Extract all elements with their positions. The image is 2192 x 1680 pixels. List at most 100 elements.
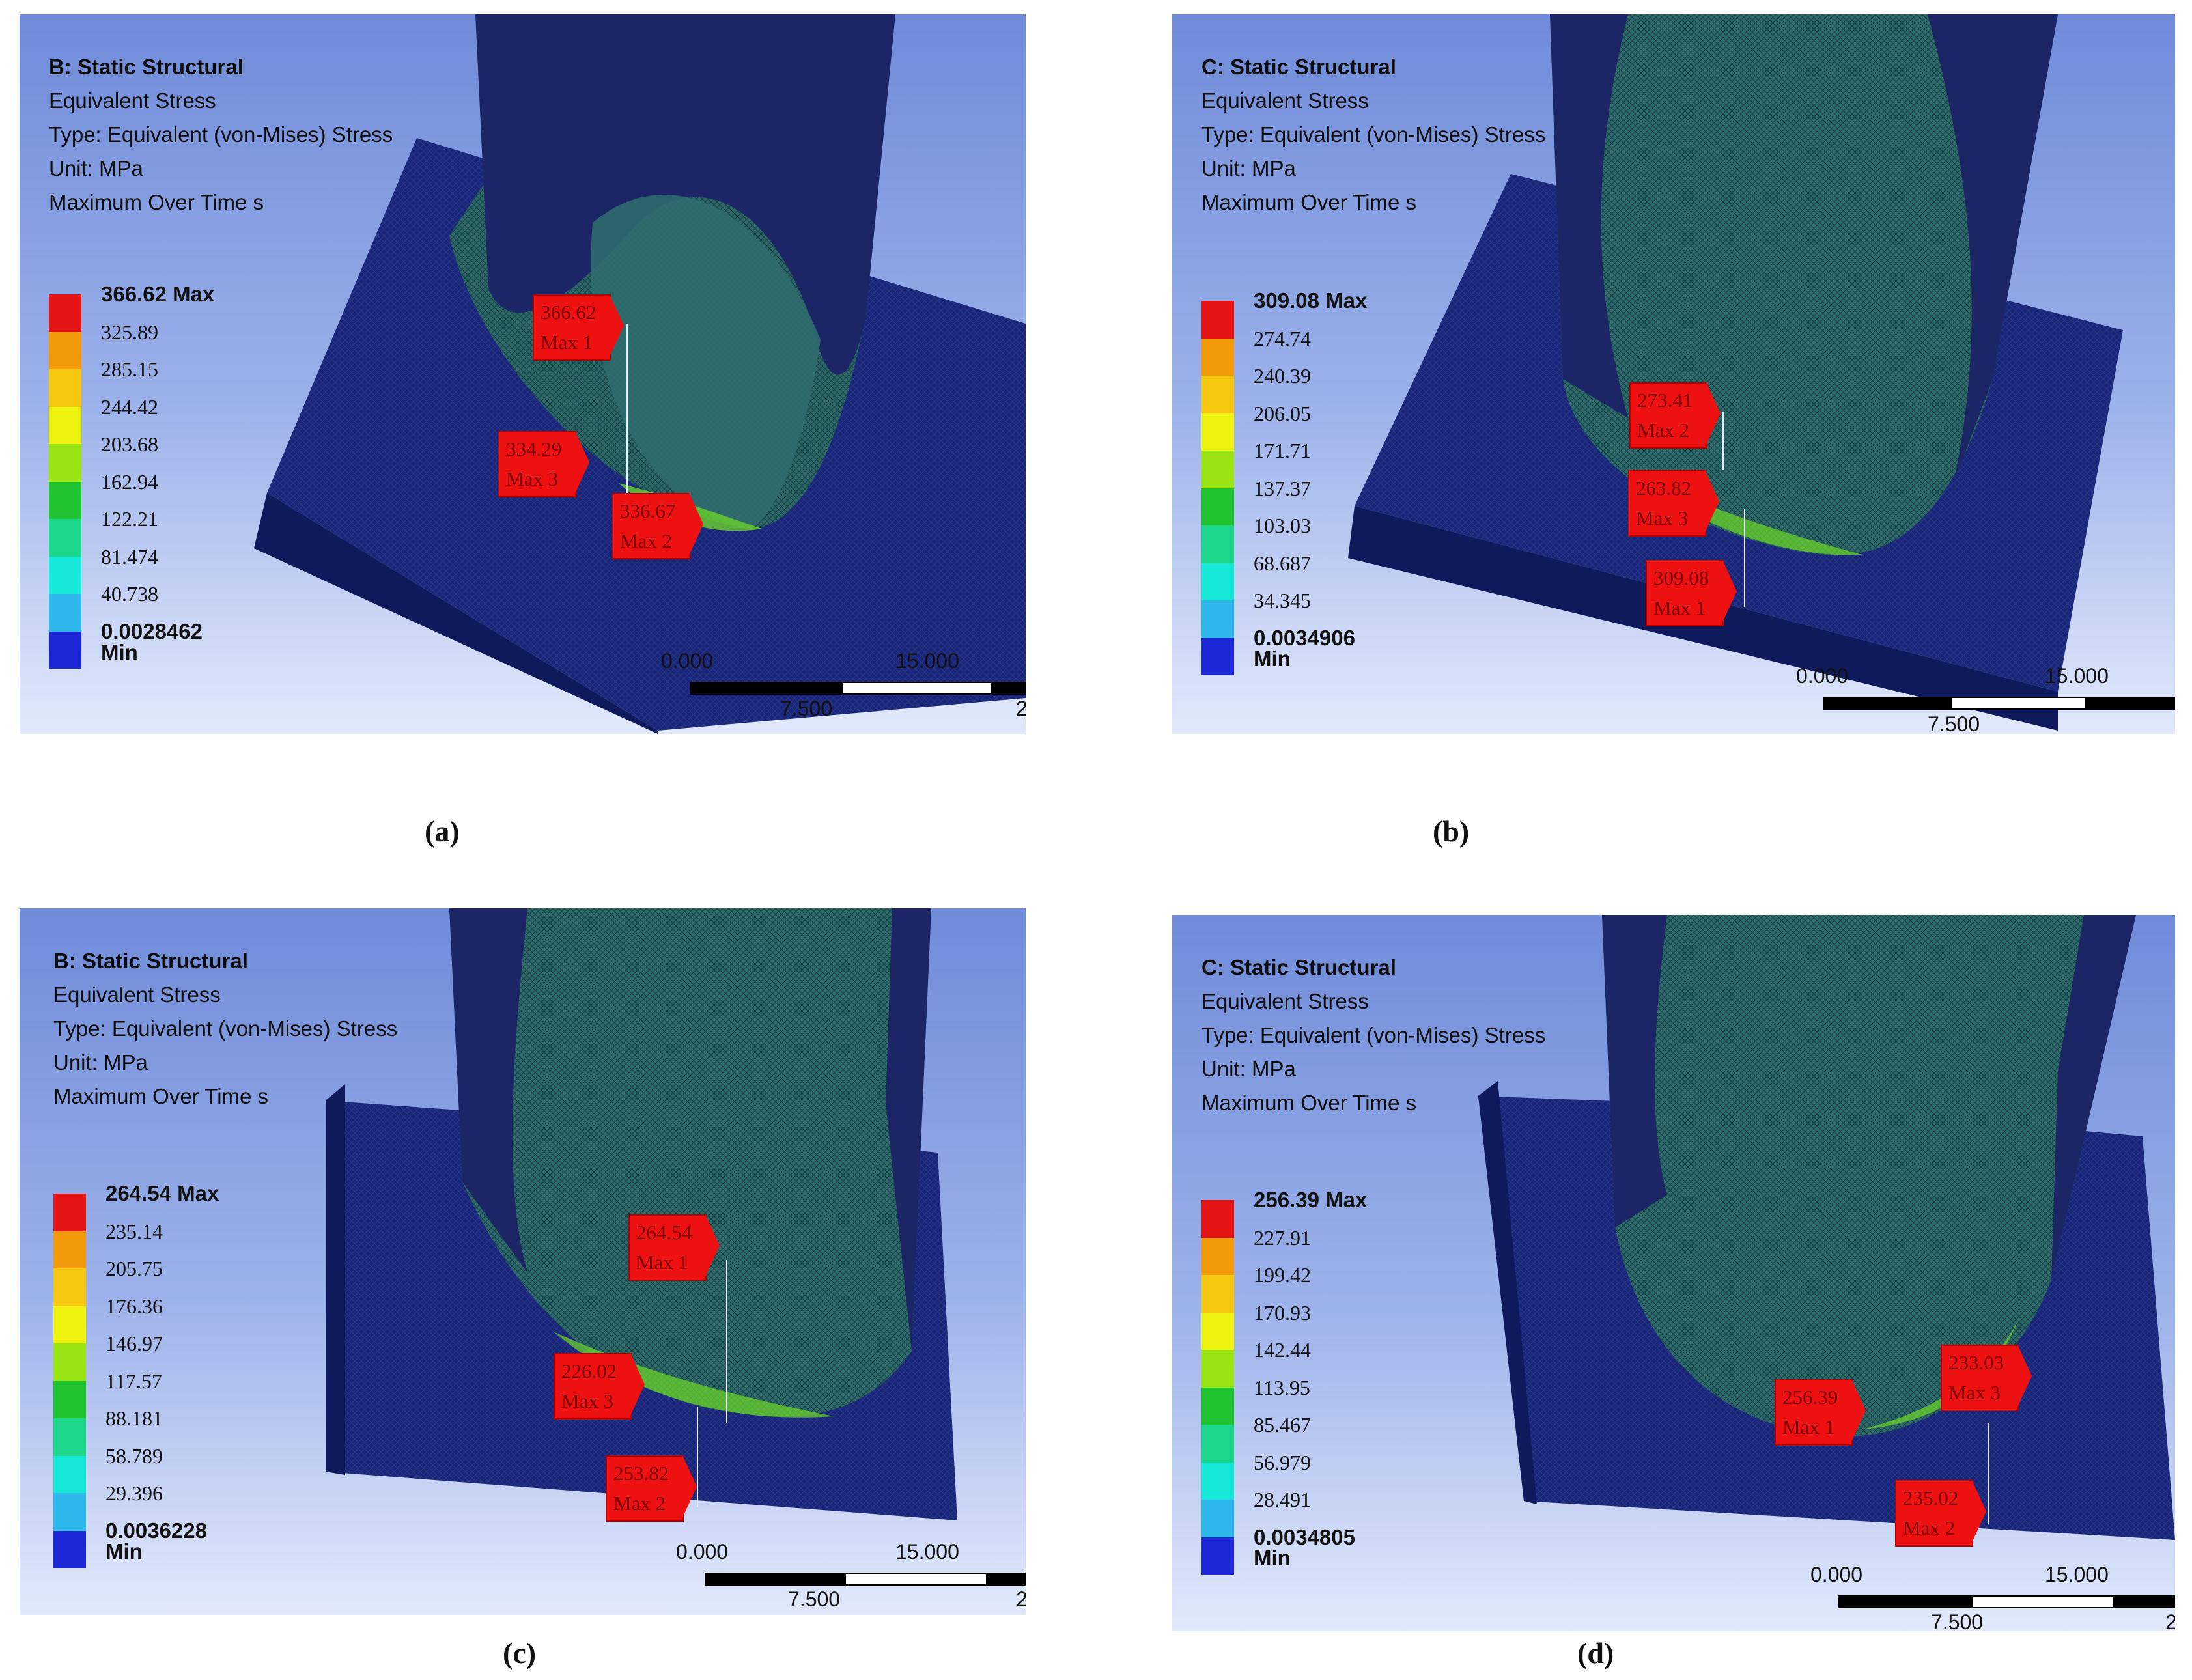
result-unit: Unit: MPa [53, 1050, 148, 1074]
legend: B: Static Structural Equivalent Stress T… [53, 944, 397, 1113]
scale-swatch [49, 294, 81, 332]
scale-tick-label: 34.345 [1254, 589, 1311, 612]
scale-swatch [1201, 338, 1234, 376]
scalebar-end: 15.000 [2045, 1563, 2109, 1586]
panel-b-model [1348, 14, 2123, 731]
scalebar [705, 1573, 1026, 1586]
column-dark-edge [2051, 915, 2136, 1280]
panel-c-viewport[interactable]: B: Static Structural Equivalent Stress T… [20, 908, 1026, 1615]
scale-tick-label: 88.181 [105, 1407, 163, 1430]
scale-tick-label: 81.474 [101, 544, 158, 568]
scale-swatch [49, 594, 81, 632]
result-name: Equivalent Stress [1201, 989, 1369, 1013]
scale-tick-label: 240.39 [1254, 364, 1311, 387]
panel-d-viewport[interactable]: C: Static Structural Equivalent Stress T… [1172, 915, 2175, 1631]
scale-swatch [1201, 1312, 1234, 1350]
probe-leader [1988, 1423, 1989, 1524]
result-type: Type: Equivalent (von-Mises) Stress [1201, 122, 1546, 147]
scale-tick-label: 113.95 [1254, 1375, 1310, 1399]
scale-swatch [53, 1231, 86, 1268]
scalebar-mid: 7.500 [788, 1588, 841, 1611]
column-dark-edge [886, 908, 931, 1351]
color-scale: 366.62 Max 325.89 285.15 244.42 203.68 162.94… [49, 283, 244, 669]
scale-tick-label: 274.74 [1254, 326, 1311, 350]
base-plate-side [254, 493, 658, 734]
scale-tick-label: 117.57 [105, 1369, 162, 1393]
probe-max-3[interactable]: 226.02 Max 3 [554, 1353, 645, 1420]
scale-tick-label: 56.979 [1254, 1450, 1311, 1474]
scale-tick-label: 244.42 [101, 395, 158, 419]
probe-leader [726, 1260, 727, 1423]
probe-max-1[interactable]: 256.39 Max 1 [1775, 1379, 1866, 1446]
scale-swatch [49, 519, 81, 557]
probe-max-2[interactable]: 235.02 Max 2 [1895, 1480, 1986, 1547]
column-shadow [1602, 915, 1667, 1227]
analysis-title: C: Static Structural [1201, 55, 1396, 79]
base-plate-side [326, 1084, 345, 1475]
probe-max-1[interactable]: 366.62 Max 1 [533, 294, 624, 361]
probe-max-2[interactable]: 336.67 Max 2 [612, 493, 703, 559]
scalebar [690, 682, 1026, 695]
legend: B: Static Structural Equivalent Stress T… [49, 50, 393, 219]
scalebar [1838, 1595, 2175, 1608]
scale-swatch [49, 631, 81, 669]
scale-swatch [1201, 1537, 1234, 1575]
panel-a-viewport[interactable]: B: Static Structural Equivalent Stress T… [20, 14, 1026, 734]
probe-max-2[interactable]: 253.82 Max 2 [606, 1455, 697, 1522]
result-name: Equivalent Stress [1201, 89, 1369, 113]
column-shadow [449, 908, 527, 1273]
result-time: Maximum Over Time s [1201, 1091, 1417, 1115]
scale-swatch [1201, 1387, 1234, 1425]
scalebar [1823, 697, 2175, 710]
result-name: Equivalent Stress [53, 983, 221, 1007]
scale-swatch [49, 369, 81, 407]
result-type: Type: Equivalent (von-Mises) Stress [1201, 1023, 1546, 1047]
panel-c-model [326, 908, 957, 1520]
probe-leader [626, 324, 628, 539]
scale-tick-label: 176.36 [105, 1294, 163, 1318]
probe-max-1[interactable]: 264.54 Max 1 [628, 1214, 720, 1281]
scale-max-label: 366.62 Max [101, 282, 215, 306]
result-name: Equivalent Stress [49, 89, 216, 113]
scale-tick-label: 285.15 [101, 357, 158, 381]
scale-swatch [1201, 413, 1234, 451]
scalebar-start: 0.000 [661, 649, 714, 673]
probe-max-2[interactable]: 273.41 Max 2 [1629, 382, 1721, 449]
scale-swatch [49, 331, 81, 369]
scale-tick-label: 203.68 [101, 432, 158, 456]
scale-swatch [1201, 525, 1234, 563]
scale-min-label: 0.0034805 Min [1254, 1524, 1355, 1570]
probe-max-3[interactable]: 233.03 Max 3 [1941, 1345, 2032, 1411]
scale-swatch [49, 444, 81, 482]
column-dark-edge [1928, 14, 2058, 483]
scale-swatch [53, 1194, 86, 1231]
column-body [475, 14, 895, 375]
result-type: Type: Equivalent (von-Mises) Stress [53, 1016, 398, 1041]
scale-swatch [49, 481, 81, 519]
scale-tick-label: 85.467 [1254, 1413, 1311, 1436]
scale-max-label: 256.39 Max [1254, 1188, 1368, 1212]
probe-max-3[interactable]: 334.29 Max 3 [498, 431, 589, 497]
legend: C: Static Structural Equivalent Stress T… [1201, 951, 1545, 1120]
probe-leader [1722, 412, 1724, 470]
result-unit: Unit: MPa [49, 156, 143, 180]
scale-tick-label: 122.21 [101, 507, 158, 531]
result-time: Maximum Over Time s [1201, 190, 1417, 214]
scale-tick-label: 103.03 [1254, 514, 1311, 537]
probe-max-3[interactable]: 263.82 Max 3 [1628, 470, 1719, 537]
scale-tick-label: 142.44 [1254, 1338, 1311, 1362]
analysis-title: C: Static Structural [1201, 955, 1396, 979]
scale-tick-label: 58.789 [105, 1444, 163, 1468]
panel-b-viewport[interactable]: C: Static Structural Equivalent Stress T… [1172, 14, 2175, 734]
scalebar-start: 0.000 [1810, 1563, 1863, 1586]
caption-c: (c) [503, 1636, 537, 1670]
scale-swatch [49, 406, 81, 444]
scale-swatch [1201, 1500, 1234, 1537]
scale-swatch [1201, 488, 1234, 525]
probe-max-1[interactable]: 309.08 Max 1 [1646, 560, 1737, 626]
scale-swatch [53, 1268, 86, 1306]
probe-leader [1744, 509, 1745, 607]
result-type: Type: Equivalent (von-Mises) Stress [49, 122, 393, 147]
scale-swatch [1201, 600, 1234, 638]
scale-swatch [1201, 301, 1234, 339]
